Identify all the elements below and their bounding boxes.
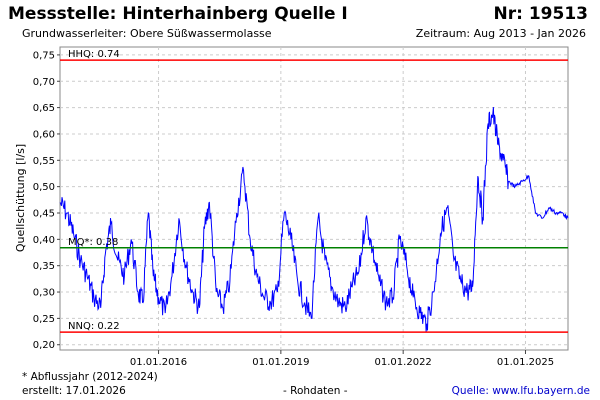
y-tick-label: 0,55 <box>33 156 55 167</box>
y-tick-label: 0,20 <box>33 340 55 351</box>
y-tick-label: 0,70 <box>33 77 55 88</box>
source-link[interactable]: Quelle: www.lfu.bayern.de <box>451 385 590 397</box>
period-label: Zeitraum: Aug 2013 - Jan 2026 <box>415 27 586 40</box>
x-tick-label: 01.01.2019 <box>252 357 309 368</box>
station-number: Nr: 19513 <box>493 4 588 24</box>
y-tick-label: 0,25 <box>33 314 55 325</box>
y-tick-label: 0,35 <box>33 261 55 272</box>
y-axis-label: Quellschüttung [l/s] <box>14 144 27 252</box>
y-tick-label: 0,50 <box>33 182 55 193</box>
y-tick-label: 0,30 <box>33 288 55 299</box>
nnq-line-label: NNQ: 0.22 <box>68 321 120 332</box>
hhq-line-label: HHQ: 0.74 <box>68 49 120 60</box>
series-line <box>59 107 569 332</box>
y-tick-label: 0,65 <box>33 103 55 114</box>
page-title: Messstelle: Hinterhainberg Quelle I <box>8 4 348 24</box>
y-tick-label: 0,40 <box>33 235 55 246</box>
x-tick-label: 01.01.2025 <box>497 357 554 368</box>
aquifer-label: Grundwasserleiter: Obere Süßwassermolass… <box>22 27 272 40</box>
raw-data-label: - Rohdaten - <box>283 385 348 397</box>
mq-line-label: MQ*: 0.38 <box>68 237 118 248</box>
created-date: erstellt: 17.01.2026 <box>22 385 126 397</box>
y-tick-label: 0,45 <box>33 208 55 219</box>
grid-lines <box>60 47 568 350</box>
x-tick-label: 01.01.2022 <box>375 357 432 368</box>
reference-lines: HHQ: 0.74 MQ*: 0.38 NNQ: 0.22 <box>60 49 568 333</box>
plot-area <box>59 46 569 351</box>
y-tick-label: 0,75 <box>33 50 55 61</box>
x-tick-label: 01.01.2016 <box>130 357 187 368</box>
axis-ticks: 0,20 0,25 0,30 0,35 0,40 0,45 0,50 0,55 0,60 0,65… <box>33 50 554 368</box>
footnote: * Abflussjahr (2012-2024) <box>22 371 158 383</box>
y-tick-label: 0,60 <box>33 129 55 140</box>
